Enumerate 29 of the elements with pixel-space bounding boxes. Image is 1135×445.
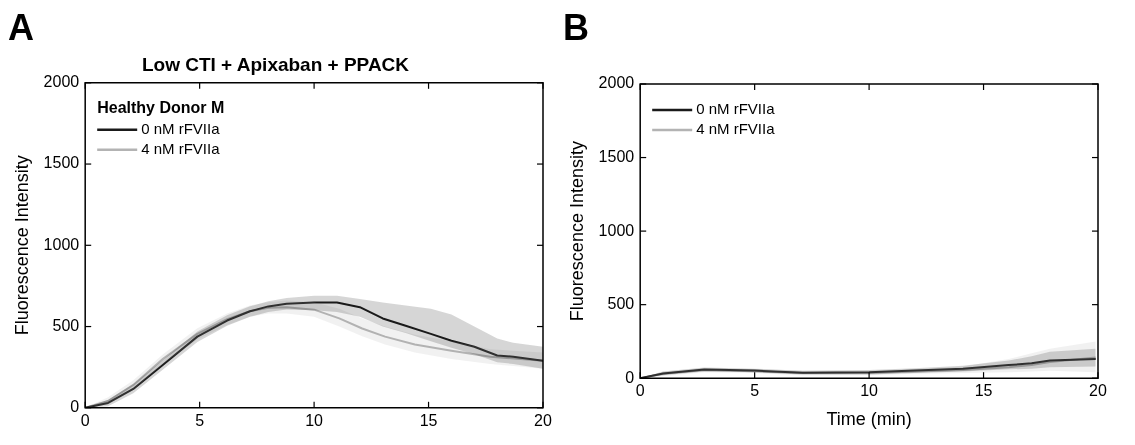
text: A xyxy=(8,7,34,48)
x-tick-label: 10 xyxy=(860,382,879,400)
y-tick-label: 500 xyxy=(52,316,80,334)
legend-title: Healthy Donor M xyxy=(97,99,225,117)
y-tick-label: 1500 xyxy=(598,147,635,165)
y-tick-label: 1000 xyxy=(598,221,635,239)
legend-label: 0 nM rFVIIa xyxy=(141,119,221,137)
x-tick-label: 15 xyxy=(974,382,993,400)
legend-label: 0 nM rFVIIa xyxy=(696,100,776,118)
y-tick-label: 1000 xyxy=(43,235,80,253)
y-axis-title: Fluorescence Intensity xyxy=(11,155,32,336)
y-tick-label: 2000 xyxy=(598,74,635,92)
x-tick-label: 5 xyxy=(195,411,205,429)
text: B xyxy=(563,7,589,48)
y-tick-label: 500 xyxy=(607,295,635,313)
y-tick-label: 1500 xyxy=(43,154,80,172)
x-tick-label: 15 xyxy=(419,411,438,429)
y-tick-label: 2000 xyxy=(43,73,80,91)
legend-label: 4 nM rFVIIa xyxy=(696,120,776,138)
y-tick-label: 0 xyxy=(625,368,635,386)
y-tick-label: 0 xyxy=(70,398,80,416)
y-axis-title: Fluorescence Intensity xyxy=(566,141,587,322)
legend-label: 4 nM rFVIIa xyxy=(141,139,221,157)
x-tick-label: 20 xyxy=(1089,382,1107,400)
x-tick-label: 10 xyxy=(305,411,324,429)
x-axis-title: Time (min) xyxy=(826,409,912,430)
x-tick-label: 5 xyxy=(750,382,760,400)
chart-title: Low CTI + Apixaban + PPACK xyxy=(141,53,410,75)
x-tick-label: 20 xyxy=(534,411,552,429)
